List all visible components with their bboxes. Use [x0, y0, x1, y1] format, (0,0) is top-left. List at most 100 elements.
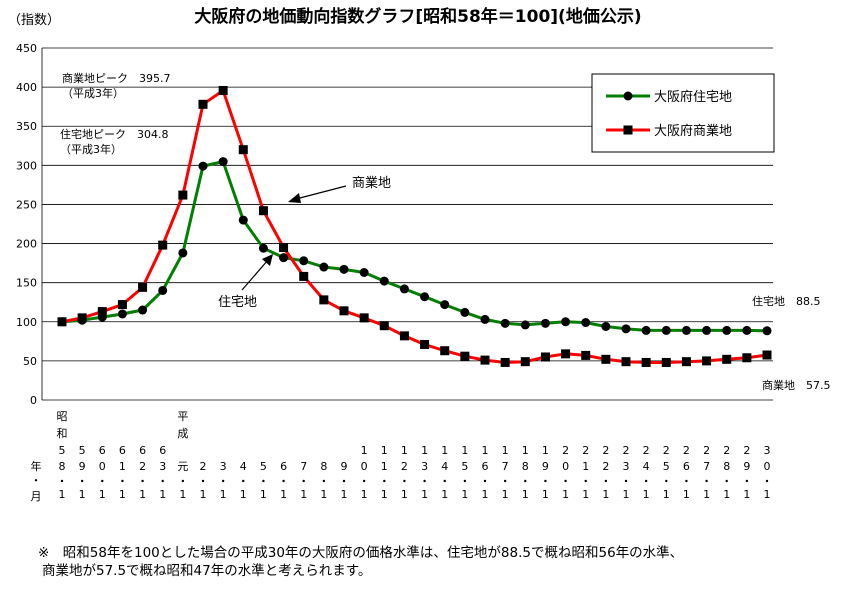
data-point-0 — [742, 325, 752, 335]
x-tick-label: 6 — [482, 460, 489, 473]
x-tick-label: 2 — [723, 444, 730, 457]
x-tick-label: 1 — [482, 444, 489, 457]
x-tick-label: 元 — [177, 460, 188, 473]
x-tick-label: 1 — [381, 460, 388, 473]
x-month-label: 1 — [280, 488, 287, 501]
y-tick-label: 150 — [16, 277, 37, 290]
x-row-label: ・ — [31, 474, 42, 487]
data-point-0 — [460, 307, 470, 317]
x-tick-label: 2 — [562, 444, 569, 457]
x-tick-dot — [725, 479, 728, 483]
y-tick-label: 400 — [16, 81, 37, 94]
x-tick-label: 1 — [582, 460, 589, 473]
x-tick-label: 0 — [361, 460, 368, 473]
data-point-0 — [178, 248, 188, 258]
data-point-0 — [480, 314, 490, 324]
x-month-label: 1 — [623, 488, 630, 501]
data-point-0 — [299, 256, 309, 266]
data-point-1 — [420, 339, 430, 349]
y-tick-label: 200 — [16, 238, 37, 251]
annotation-commercial-peak-year: （平成3年） — [62, 86, 124, 100]
x-month-label: 1 — [602, 488, 609, 501]
y-tick-label: 250 — [16, 198, 37, 211]
x-tick-label: 1 — [401, 444, 408, 457]
data-point-1 — [440, 346, 450, 356]
x-axis-ticks: 昭和581591601611621631平成元12131415161718191… — [31, 410, 771, 503]
x-tick-label: 0 — [764, 460, 771, 473]
x-tick-label: 2 — [703, 444, 710, 457]
x-tick-dot — [282, 479, 285, 483]
data-point-0 — [641, 325, 651, 335]
data-point-1 — [742, 353, 752, 363]
x-tick-dot — [342, 479, 346, 483]
data-point-1 — [97, 307, 107, 317]
x-tick-label: 1 — [441, 444, 448, 457]
x-tick-dot — [564, 479, 567, 483]
x-tick-dot — [765, 479, 769, 483]
x-tick-label: 2 — [663, 444, 670, 457]
x-tick-label: 1 — [522, 444, 529, 457]
data-point-1 — [520, 357, 530, 367]
x-tick-dot — [80, 479, 84, 483]
x-tick-label: 1 — [502, 444, 509, 457]
legend-marker-residential — [623, 91, 633, 101]
x-tick-dot — [524, 479, 527, 483]
data-point-1 — [641, 357, 651, 367]
x-month-label: 1 — [522, 488, 529, 501]
y-unit-label: （指数） — [8, 13, 60, 28]
footnote-line-1: ※ 昭和58年を100とした場合の平成30年の大阪府の価格水準は、住宅地が88.… — [38, 545, 684, 561]
x-tick-label: 1 — [381, 444, 388, 457]
x-tick-label: 6 — [139, 444, 146, 457]
x-tick-label: 6 — [280, 460, 287, 473]
data-point-1 — [702, 356, 712, 366]
x-tick-label: 4 — [643, 460, 650, 473]
x-tick-dot — [161, 479, 164, 483]
x-era-label: 和 — [57, 427, 68, 440]
x-month-label: 1 — [401, 488, 408, 501]
x-tick-label: 6 — [159, 444, 166, 457]
annotation-residential-peak: 住宅地ピーク 304.8 — [60, 127, 169, 141]
x-tick-dot — [624, 479, 628, 483]
data-point-1 — [299, 271, 309, 281]
x-tick-label: 1 — [361, 444, 368, 457]
x-era-label: 成 — [177, 427, 188, 440]
data-point-1 — [379, 321, 389, 331]
x-tick-label: 7 — [703, 460, 710, 473]
annotation-commercial-end: 商業地 57.5 — [762, 378, 831, 392]
series-line-0 — [61, 160, 768, 333]
data-point-0 — [581, 318, 591, 328]
x-tick-label: 1 — [542, 444, 549, 457]
footnote-line-2: 商業地が57.5で概ね昭和47年の水準と考えられます。 — [42, 563, 372, 579]
data-point-1 — [540, 352, 550, 362]
x-month-label: 1 — [643, 488, 650, 501]
legend-box — [591, 73, 775, 153]
data-point-0 — [540, 318, 550, 328]
x-tick-label: 1 — [421, 444, 428, 457]
x-month-label: 1 — [381, 488, 388, 501]
x-tick-label: 5 — [461, 460, 468, 473]
x-tick-label: 5 — [663, 460, 670, 473]
x-tick-label: 3 — [220, 460, 227, 473]
data-point-0 — [722, 325, 732, 335]
x-tick-label: 2 — [643, 444, 650, 457]
x-tick-label: 3 — [623, 460, 630, 473]
data-point-1 — [198, 99, 208, 109]
data-point-1 — [57, 317, 67, 327]
data-point-1 — [460, 351, 470, 361]
x-month-label: 1 — [320, 488, 327, 501]
x-month-label: 1 — [502, 488, 509, 501]
data-point-0 — [702, 325, 712, 335]
data-point-1 — [681, 357, 691, 367]
x-tick-label: 9 — [743, 460, 750, 473]
legend: 大阪府住宅地 大阪府商業地 — [591, 73, 775, 153]
x-tick-dot — [322, 479, 326, 483]
data-point-1 — [138, 282, 148, 292]
x-tick-dot — [403, 479, 406, 483]
y-tick-label: 350 — [16, 120, 37, 133]
x-tick-label: 7 — [502, 460, 509, 473]
x-tick-label: 8 — [59, 460, 66, 473]
data-point-1 — [218, 85, 228, 95]
x-tick-label: 2 — [200, 460, 207, 473]
data-point-0 — [138, 305, 148, 315]
data-point-0 — [561, 317, 571, 327]
